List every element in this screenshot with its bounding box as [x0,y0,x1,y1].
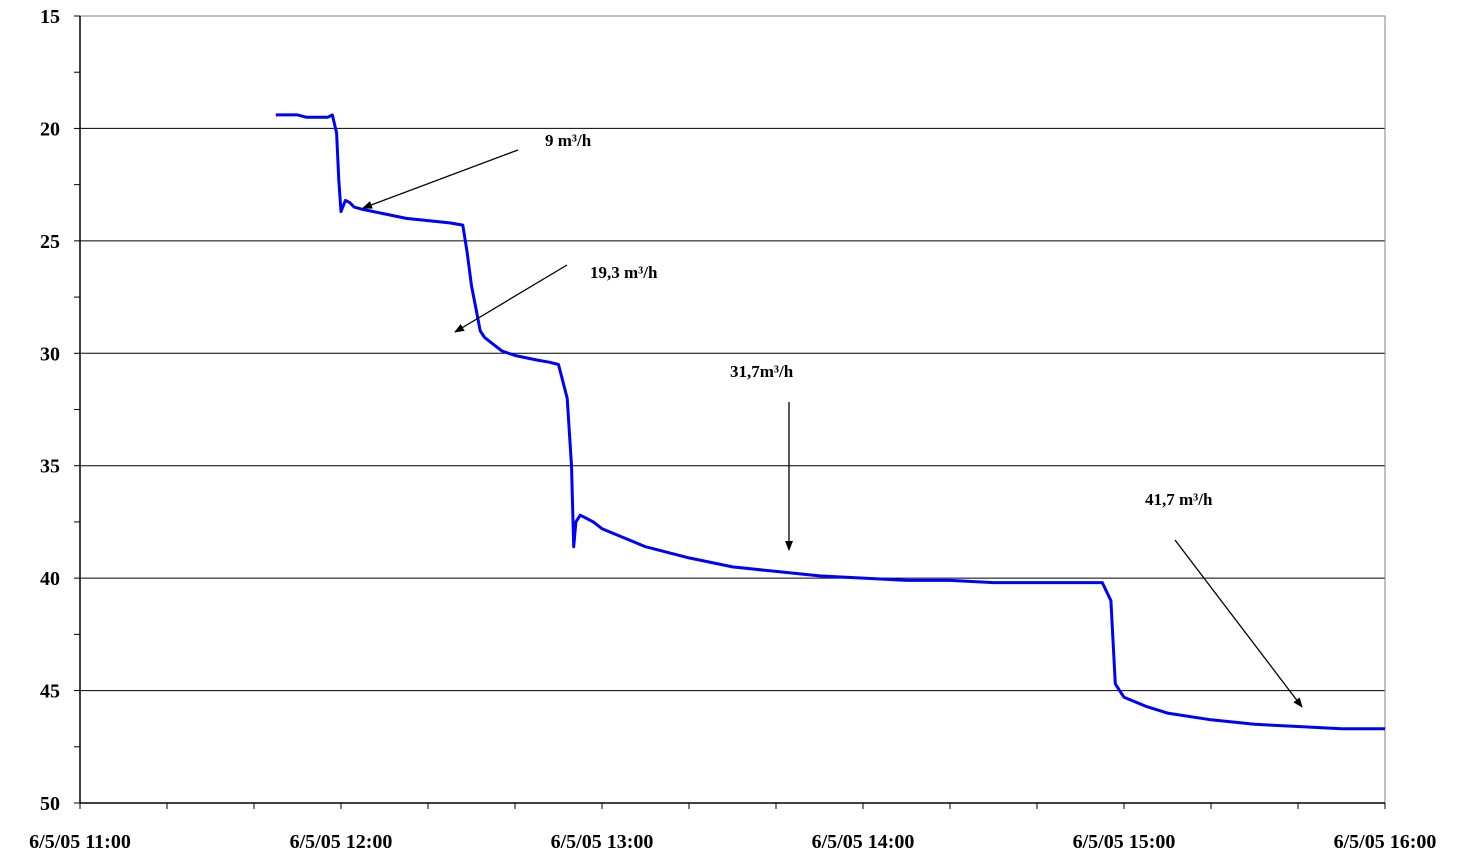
annotations: 9 m³/h 19,3 m³/h 31,7m³/h 41,7 m³/h [362,131,1303,708]
plot-area [79,15,1386,804]
x-tick-label: 6/5/05 15:00 [1073,831,1176,853]
y-tick-label: 40 [40,568,60,590]
y-tick-label: 30 [40,343,60,365]
x-tick-label: 6/5/05 12:00 [290,831,393,853]
y-tick-label: 25 [40,231,60,253]
y-tick-label: 35 [40,456,60,478]
x-tick-label: 6/5/05 11:00 [29,831,131,853]
series-line [275,113,1385,731]
y-tick-label: 45 [40,681,60,703]
y-tick-label: 50 [40,793,60,815]
annotation-label: 41,7 m³/h [1145,490,1213,509]
annotation-arrow [362,149,519,209]
annotation-label: 31,7m³/h [730,362,794,381]
annotation-arrow [1174,539,1303,708]
series [275,113,1385,731]
annotation-label: 19,3 m³/h [590,263,658,282]
annotation-arrow [454,264,568,333]
x-tick-label: 6/5/05 16:00 [1334,831,1437,853]
y-tick-label: 20 [40,118,60,140]
x-tick-label: 6/5/05 13:00 [551,831,654,853]
y-tick-label: 15 [40,6,60,28]
annotation-label: 9 m³/h [545,131,592,150]
x-tick-label: 6/5/05 14:00 [812,831,915,853]
grid-lines [80,127,1385,692]
axes: 15 20 25 30 35 40 45 50 6/5/05 11:00 6/5/05 12:00… [29,6,1436,853]
